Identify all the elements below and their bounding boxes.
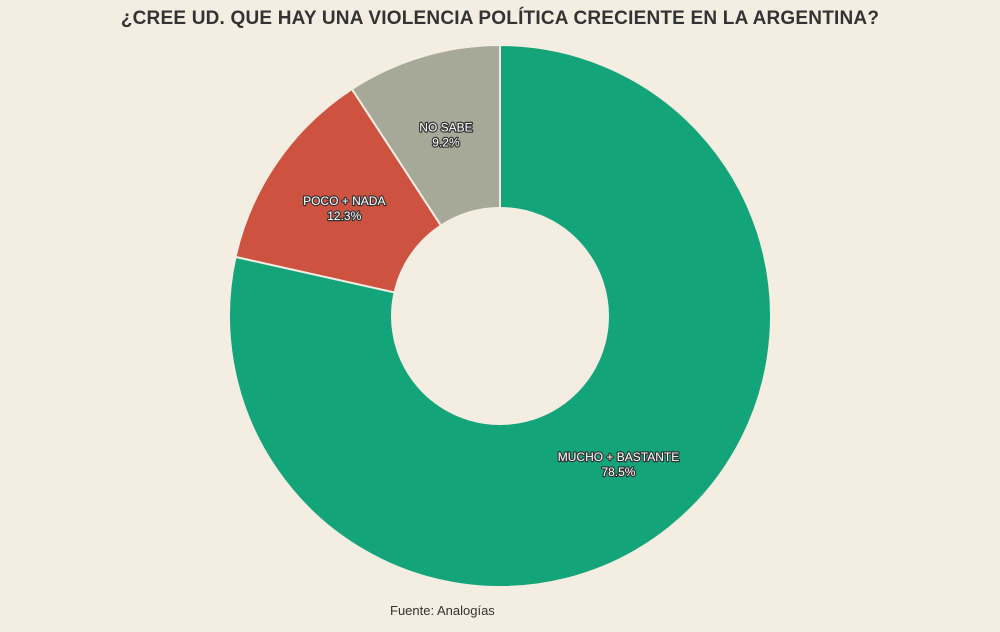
slice-value-no-sabe: 9.2%: [432, 135, 460, 149]
slice-label-no-sabe: NO SABE: [419, 120, 472, 134]
source-note: Fuente: Analogías: [390, 603, 495, 618]
slice-no-sabe[interactable]: [350, 43, 501, 227]
slice-label-mucho-bastante: MUCHO + BASTANTE: [558, 450, 679, 464]
slice-label-poco-nada: POCO + NADA: [303, 194, 385, 208]
chart-title: ¿CREE UD. QUE HAY UNA VIOLENCIA POLÍTICA…: [120, 8, 880, 29]
slice-value-mucho-bastante: 78.5%: [601, 465, 635, 479]
slice-mucho-bastante[interactable]: [228, 43, 772, 588]
slice-poco-nada[interactable]: [234, 87, 443, 294]
slice-value-poco-nada: 12.3%: [327, 209, 361, 223]
